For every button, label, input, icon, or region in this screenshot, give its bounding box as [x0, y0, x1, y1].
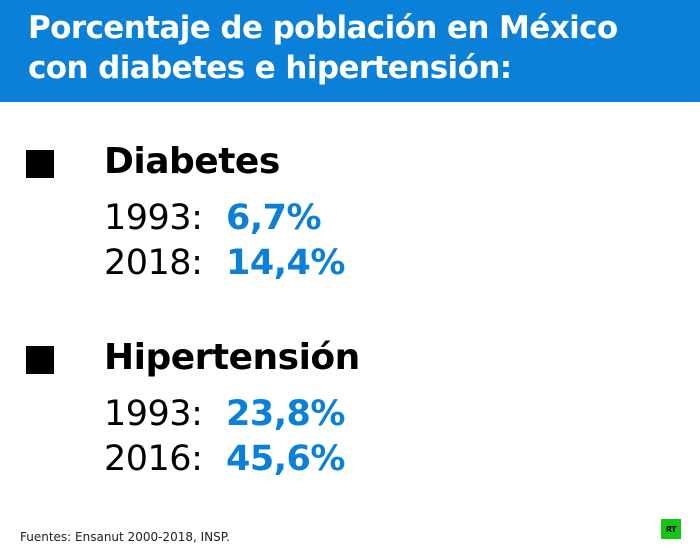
data-row: 2018: 14,4%: [104, 243, 345, 283]
title-line-1: Porcentaje de población en México: [28, 10, 618, 46]
header-banner: Porcentaje de población en México con di…: [0, 0, 700, 102]
row-value: 6,7%: [226, 198, 322, 238]
rt-logo-icon: RT: [661, 519, 681, 539]
title-line-2: con diabetes e hipertensión:: [28, 50, 512, 86]
square-bullet-icon: [26, 150, 54, 178]
square-bullet-icon: [26, 346, 54, 374]
section-title: Hipertensión: [104, 337, 360, 378]
page-title: Porcentaje de población en México con di…: [28, 8, 688, 88]
row-value: 23,8%: [226, 394, 345, 434]
row-year: 1993:: [104, 394, 203, 434]
data-row: 2016: 45,6%: [104, 439, 345, 479]
row-year: 1993:: [104, 198, 203, 238]
row-value: 14,4%: [226, 243, 345, 283]
data-row: 1993: 6,7%: [104, 198, 322, 238]
row-year: 2016:: [104, 439, 203, 479]
data-row: 1993: 23,8%: [104, 394, 345, 434]
row-year: 2018:: [104, 243, 203, 283]
sources-text: Fuentes: Ensanut 2000-2018, INSP.: [20, 530, 230, 544]
row-value: 45,6%: [226, 439, 345, 479]
section-title: Diabetes: [104, 141, 280, 182]
